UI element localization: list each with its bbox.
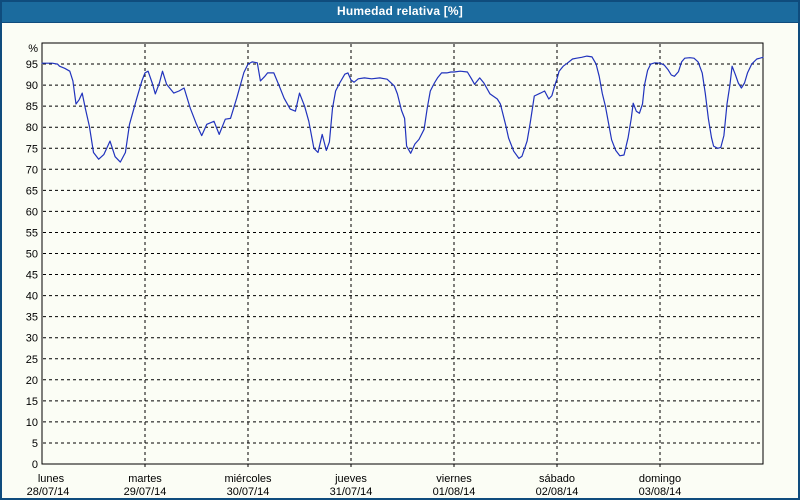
- humidity-series-line: [41, 55, 764, 163]
- y-axis-unit: %: [28, 43, 38, 55]
- y-tick-label: 60: [26, 206, 38, 218]
- y-tick-label: 75: [26, 143, 38, 155]
- y-tick-label: 45: [26, 270, 38, 282]
- x-day-name: domingo: [639, 473, 681, 485]
- y-tick-label: 30: [26, 333, 38, 345]
- y-tick-label: 10: [26, 417, 38, 429]
- x-day-date: 29/07/14: [124, 486, 167, 498]
- x-day-name: miércoles: [224, 473, 272, 485]
- x-day-date: 02/08/14: [536, 486, 579, 498]
- y-tick-label: 5: [32, 438, 38, 450]
- y-tick-label: 95: [26, 59, 38, 71]
- y-tick-label: 85: [26, 101, 38, 113]
- chart-title: Humedad relativa [%]: [336, 4, 464, 18]
- y-tick-label: 20: [26, 375, 38, 387]
- y-tick-label: 90: [26, 80, 38, 92]
- y-tick-label: 0: [32, 459, 38, 471]
- x-day-name: jueves: [334, 473, 367, 485]
- chart-title-bar: Humedad relativa [%]: [2, 2, 798, 23]
- y-tick-label: 25: [26, 354, 38, 366]
- y-tick-label: 50: [26, 249, 38, 261]
- x-day-date: 31/07/14: [330, 486, 373, 498]
- x-day-name: lunes: [38, 473, 65, 485]
- x-day-date: 30/07/14: [227, 486, 270, 498]
- y-tick-label: 40: [26, 291, 38, 303]
- x-day-name: sábado: [539, 473, 575, 485]
- x-day-date: 03/08/14: [639, 486, 682, 498]
- x-day-date: 28/07/14: [27, 486, 70, 498]
- x-day-name: viernes: [436, 473, 472, 485]
- y-tick-label: 35: [26, 312, 38, 324]
- y-tick-label: 55: [26, 227, 38, 239]
- y-tick-label: 80: [26, 122, 38, 134]
- y-tick-label: 65: [26, 185, 38, 197]
- y-tick-label: 15: [26, 396, 38, 408]
- x-day-date: 01/08/14: [433, 486, 476, 498]
- plot-border: [41, 42, 764, 465]
- y-tick-label: 70: [26, 164, 38, 176]
- x-day-name: martes: [128, 473, 162, 485]
